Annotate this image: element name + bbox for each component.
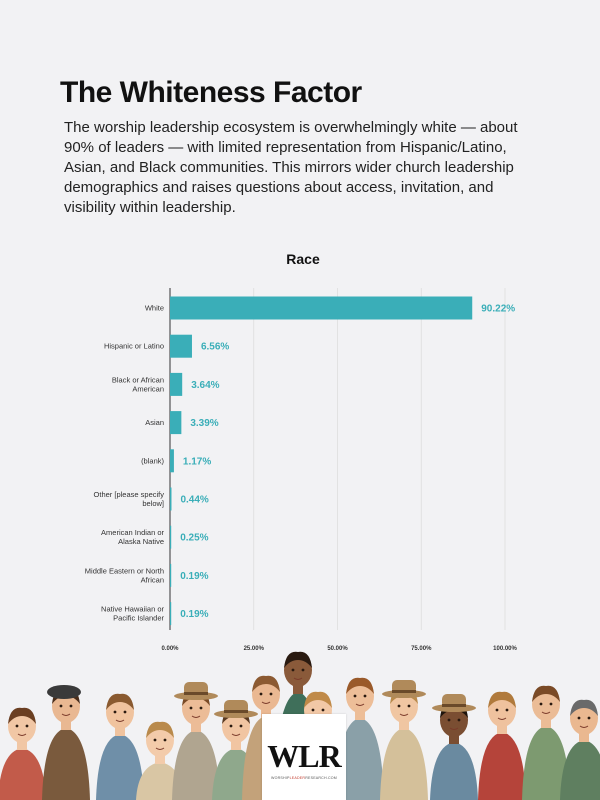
value-label: 0.44% <box>180 495 208 506</box>
logo-tagline: WORSHIPLEADERRESEARCH.COM <box>271 776 337 780</box>
illustrated-person <box>172 682 220 800</box>
category-label: Other [please specify below] <box>94 490 165 508</box>
illustrated-person <box>478 691 526 800</box>
value-label: 3.39% <box>190 418 218 429</box>
chart-labels: White 90.22% Hispanic or Latino 6.56% Black … <box>85 304 515 623</box>
race-bar-chart: Race White 90.22% Hispanic or Latino 6.56% B… <box>85 251 518 652</box>
illustrated-person <box>560 699 600 800</box>
bar <box>170 602 172 626</box>
chart-x-axis: 0.00% 25.00% 50.00% 75.00% 100.00% <box>161 646 517 652</box>
x-tick-label: 75.00% <box>411 646 432 652</box>
bar <box>170 449 174 473</box>
illustrated-person <box>380 680 428 800</box>
value-label: 90.22% <box>481 304 515 315</box>
illustrated-person <box>0 707 46 800</box>
logo-mark: WLR <box>267 738 341 774</box>
illustrated-person <box>430 694 478 800</box>
chart-gridlines <box>169 288 506 630</box>
bar <box>170 487 172 511</box>
intro-paragraph: The worship leadership ecosystem is over… <box>64 119 518 216</box>
page-title: The Whiteness Factor <box>60 76 362 109</box>
x-tick-label: 25.00% <box>244 646 265 652</box>
illustrated-person <box>336 677 384 800</box>
value-label: 6.56% <box>201 342 229 353</box>
illustrated-person <box>42 685 90 800</box>
illustrated-person <box>522 685 570 800</box>
category-label: White <box>145 304 164 313</box>
value-label: 1.17% <box>183 456 211 467</box>
chart-bars <box>170 296 473 626</box>
category-label: Middle Eastern or North African <box>85 566 164 584</box>
bar <box>170 372 183 396</box>
category-label: (blank) <box>141 456 164 465</box>
bar <box>170 296 473 320</box>
category-label: Hispanic or Latino <box>104 342 164 351</box>
category-label: Native Hawaiian or Pacific Islander <box>101 605 164 623</box>
x-tick-label: 50.00% <box>327 646 348 652</box>
value-label: 0.19% <box>180 609 208 620</box>
illustrated-person <box>96 693 144 800</box>
bar <box>170 563 172 587</box>
wlr-logo: WLR WORSHIPLEADERRESEARCH.COM <box>262 714 346 800</box>
illustrated-person <box>136 721 184 800</box>
category-label: Asian <box>145 418 164 427</box>
bar <box>170 411 182 435</box>
chart-title: Race <box>286 251 320 267</box>
value-label: 0.25% <box>180 533 208 544</box>
value-label: 3.64% <box>191 380 219 391</box>
category-label: Black or African American <box>112 375 164 393</box>
bar <box>170 525 172 549</box>
x-tick-label: 0.00% <box>161 646 179 652</box>
x-tick-label: 100.00% <box>493 646 517 652</box>
category-label: American Indian or Alaska Native <box>101 528 164 546</box>
value-label: 0.19% <box>180 571 208 582</box>
bar <box>170 334 192 358</box>
